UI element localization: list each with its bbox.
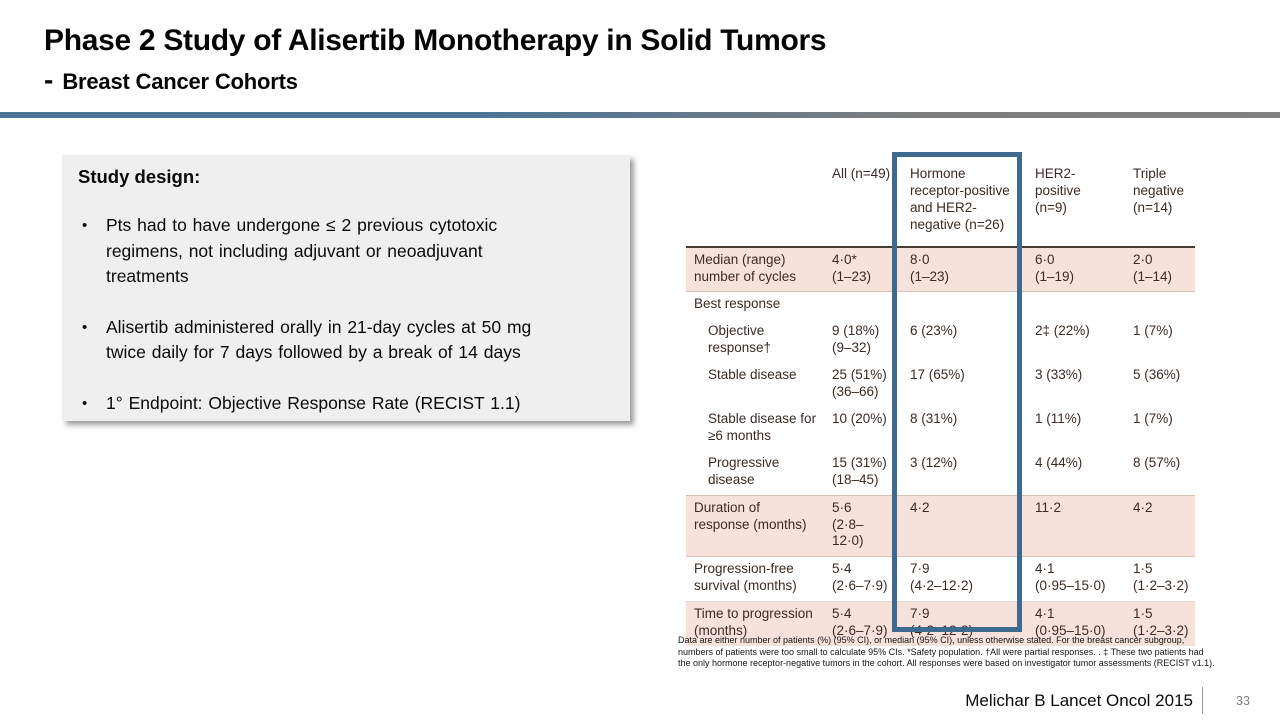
table-cell: 2·0 (1–14) — [1133, 251, 1173, 284]
row-label: Median (range) number of cycles — [694, 251, 797, 284]
table-cell: 3 (33%) — [1035, 367, 1083, 383]
table-cell: 4·2 — [1133, 499, 1153, 515]
table-header-row: All (n=49) Hormone receptor-positive and … — [686, 156, 1195, 247]
table-cell: 1 (11%) — [1035, 410, 1082, 426]
results-table-container: All (n=49) Hormone receptor-positive and … — [686, 152, 1195, 646]
table-cell: 1·5 (1·2–3·2) — [1133, 561, 1189, 594]
citation: Melichar B Lancet Oncol 2015 — [965, 691, 1193, 710]
footer-divider-line — [1202, 687, 1203, 714]
table-cell: 7·9 (4·2–12·2) — [910, 561, 974, 594]
table-cell — [897, 292, 1018, 319]
row-label: Stable disease for ≥6 months — [708, 410, 817, 443]
table-cell: 4 (44%) — [1035, 454, 1083, 470]
results-table: All (n=49) Hormone receptor-positive and … — [686, 156, 1195, 646]
table-row: Best response — [686, 291, 1195, 320]
table-cell: 8 (31%) — [910, 410, 958, 426]
table-cell: 4·1 (0·95–15·0) — [1035, 561, 1106, 594]
table-row: Progressive disease 15 (31%) (18–45) 3 (12… — [686, 450, 1195, 496]
table-cell: 4·2 — [910, 499, 930, 515]
table-cell — [1113, 292, 1195, 319]
row-label: Duration of response (months) — [694, 499, 807, 532]
table-footnote: Data are either number of patients (%) (… — [678, 635, 1215, 669]
table-row: Median (range) number of cycles 4·0* (1–2… — [686, 246, 1195, 292]
study-bullet: • 1° Endpoint: Objective Response Rate (R… — [76, 391, 616, 417]
row-label: Objective response† — [708, 323, 772, 356]
table-cell — [1018, 292, 1113, 319]
table-row: Stable disease for ≥6 months 10 (20%) 8 (3… — [686, 406, 1195, 451]
table-cell: 5·6 (2·8–12·0) — [832, 499, 864, 549]
table-cell: 5·4 (2·6–7·9) — [832, 606, 888, 639]
table-cell: 1·5 (1·2–3·2) — [1133, 606, 1189, 639]
row-label: Time to progression (months) — [694, 606, 813, 639]
table-cell: 9 (18%) (9–32) — [832, 323, 880, 356]
bullet-icon: • — [82, 318, 88, 336]
study-bullet-text: Alisertib administered orally in 21-day … — [106, 316, 532, 363]
table-cell: 15 (31%) (18–45) — [832, 454, 887, 487]
slide-title: Phase 2 Study of Alisertib Monotherapy i… — [44, 24, 827, 57]
column-header: All (n=49) — [832, 166, 891, 181]
column-header: Hormone receptor-positive and HER2- nega… — [910, 166, 1010, 232]
slide-subtitle: - Breast Cancer Cohorts — [44, 64, 298, 96]
study-design-box: Study design: • Pts had to have undergone… — [62, 155, 630, 421]
page-number: 33 — [1236, 694, 1250, 708]
table-cell: 17 (65%) — [910, 367, 965, 383]
table-cell — [820, 292, 897, 319]
study-design-heading: Study design: — [78, 166, 201, 187]
row-label: Progressive disease — [708, 454, 780, 487]
column-header: HER2- positive (n=9) — [1035, 166, 1081, 215]
study-bullet-text: Pts had to have undergone ≤ 2 previous c… — [106, 215, 498, 286]
bullet-icon: • — [82, 394, 88, 412]
study-bullet: • Alisertib administered orally in 21-day… — [76, 315, 616, 366]
row-label: Progression-free survival (months) — [694, 561, 797, 594]
table-cell: 1 (7%) — [1133, 410, 1173, 426]
table-body: Median (range) number of cycles 4·0* (1–2… — [686, 246, 1195, 646]
table-row: Stable disease 25 (51%) (36–66) 17 (65%) 3 … — [686, 363, 1195, 407]
table-cell: 3 (12%) — [910, 454, 958, 470]
table-cell: 5·4 (2·6–7·9) — [832, 561, 888, 594]
study-bullet-list: • Pts had to have undergone ≤ 2 previous … — [76, 213, 616, 416]
table-cell: 1 (7%) — [1133, 323, 1173, 339]
table-cell: 5 (36%) — [1133, 367, 1181, 383]
bullet-icon: • — [82, 217, 88, 234]
table-cell: 4·1 (0·95–15·0) — [1035, 606, 1106, 639]
table-cell: 25 (51%) (36–66) — [832, 367, 887, 400]
table-cell: 4·0* (1–23) — [832, 251, 872, 284]
table-header: All (n=49) Hormone receptor-positive and … — [686, 156, 1195, 247]
row-label: Stable disease — [708, 367, 797, 383]
table-row: Progression-free survival (months) 5·4 (2… — [686, 556, 1195, 602]
table-cell: 6 (23%) — [910, 323, 958, 339]
study-bullet: • Pts had to have undergone ≤ 2 previous … — [76, 213, 616, 290]
table-cell: 8·0 (1–23) — [910, 251, 950, 284]
table-row: Duration of response (months) 5·6 (2·8–12… — [686, 495, 1195, 557]
study-bullet-text: 1° Endpoint: Objective Response Rate (RE… — [106, 392, 521, 413]
table-cell: 6·0 (1–19) — [1035, 251, 1075, 284]
table-cell: 8 (57%) — [1133, 454, 1181, 470]
table-row: Objective response† 9 (18%) (9–32) 6 (23%)… — [686, 319, 1195, 364]
corner-cell — [686, 156, 820, 247]
title-divider — [0, 112, 1280, 118]
row-label: Best response — [694, 296, 781, 312]
subtitle-text: Breast Cancer Cohorts — [62, 69, 298, 94]
table-cell: 2‡ (22%) — [1035, 323, 1090, 339]
subtitle-dash: - — [44, 64, 54, 95]
table-cell: 10 (20%) — [832, 410, 887, 426]
column-header: Triple negative (n=14) — [1133, 166, 1185, 215]
table-cell: 11·2 — [1035, 499, 1062, 515]
